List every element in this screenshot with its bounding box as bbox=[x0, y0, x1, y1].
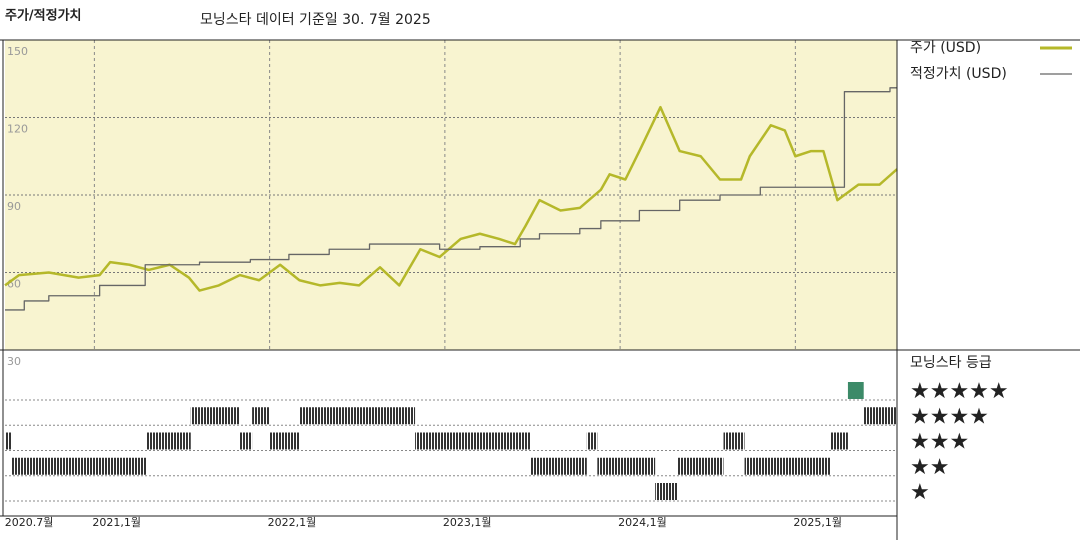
rating-label: ★ bbox=[910, 480, 930, 505]
rating-segment bbox=[677, 457, 724, 475]
rating-segment bbox=[597, 457, 656, 475]
rating-label: ★★★★ bbox=[910, 404, 989, 429]
y-tick-label: 90 bbox=[7, 200, 21, 213]
rating-segment bbox=[252, 407, 270, 425]
series-line bbox=[4, 105, 898, 292]
rating-segment bbox=[146, 432, 191, 450]
rating-segment bbox=[655, 483, 678, 500]
y-tick-label: 150 bbox=[7, 45, 28, 58]
rating-segment bbox=[847, 382, 864, 399]
rating-segment bbox=[12, 457, 147, 475]
legend-label: 적정가치 (USD) bbox=[910, 66, 1007, 82]
rating-label: ★★★ bbox=[910, 430, 969, 455]
chart-title: 주가/적정가치 bbox=[5, 8, 82, 24]
rating-segment bbox=[415, 432, 531, 450]
rating-segment bbox=[239, 432, 253, 450]
x-tick-label: 2020.7월 bbox=[5, 516, 54, 529]
series-line bbox=[5, 87, 897, 311]
x-tick-label: 2021,1월 bbox=[92, 516, 141, 529]
rating-segment bbox=[530, 457, 587, 475]
rating-segment bbox=[586, 432, 598, 450]
rating-title: 모닝스타 등급 bbox=[910, 355, 992, 371]
legend-label: 주가 (USD) bbox=[910, 40, 981, 56]
rating-segment bbox=[863, 407, 897, 425]
x-tick-label: 2025,1월 bbox=[793, 516, 842, 529]
rating-segment bbox=[830, 432, 848, 450]
rating-segment bbox=[744, 457, 831, 475]
rating-label: ★★ bbox=[910, 455, 949, 480]
y-tick-label: 30 bbox=[7, 355, 21, 368]
y-tick-label: 120 bbox=[7, 123, 28, 136]
rating-segment bbox=[723, 432, 745, 450]
chart-subtitle: 모닝스타 데이터 기준일 30. 7월 2025 bbox=[200, 12, 431, 28]
x-tick-label: 2022,1월 bbox=[268, 516, 317, 529]
rating-segment bbox=[269, 432, 300, 450]
rating-segment bbox=[190, 407, 240, 425]
x-tick-label: 2023,1월 bbox=[443, 516, 492, 529]
x-tick-label: 2024,1월 bbox=[618, 516, 667, 529]
rating-segment bbox=[5, 432, 13, 450]
rating-segment bbox=[299, 407, 416, 425]
rating-label: ★★★★★ bbox=[910, 379, 1009, 404]
